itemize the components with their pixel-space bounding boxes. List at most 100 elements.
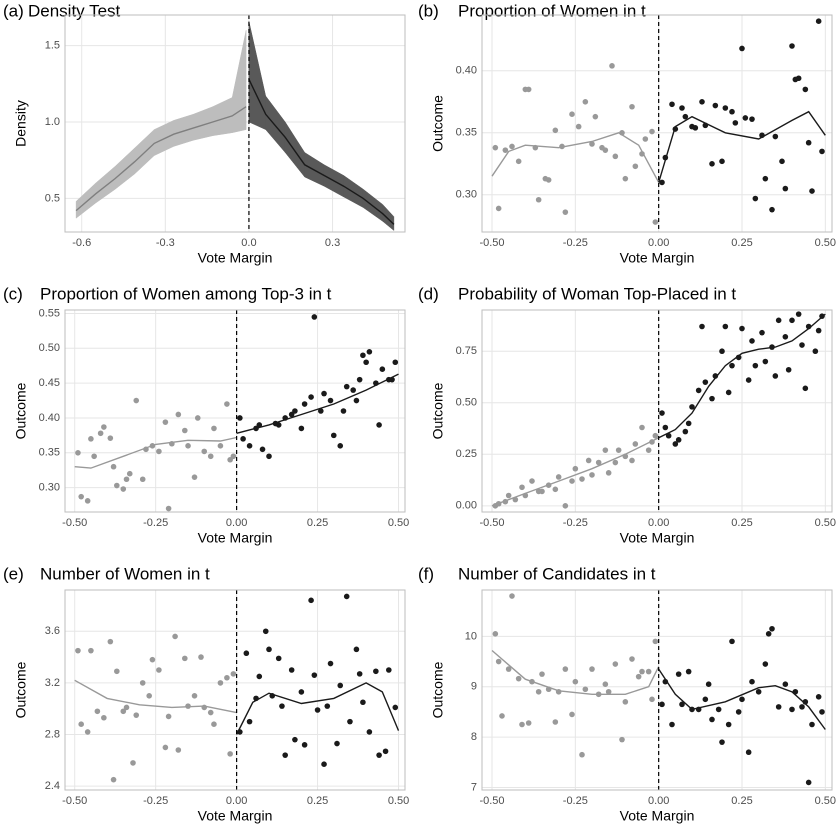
point <box>301 401 308 407</box>
point <box>649 128 655 135</box>
point <box>525 720 532 726</box>
point <box>562 503 569 509</box>
y-axis-title: Outcome <box>13 382 29 439</box>
point <box>602 681 609 688</box>
point <box>330 432 337 439</box>
x-tick-label: 0.50 <box>815 237 836 249</box>
point <box>652 219 659 225</box>
plot-border <box>64 589 406 791</box>
x-tick-label: 0.00 <box>226 517 247 529</box>
point <box>182 427 188 434</box>
point <box>539 488 545 495</box>
point <box>579 751 585 758</box>
fit-line <box>491 649 660 695</box>
point <box>114 668 120 675</box>
point <box>752 362 759 369</box>
plot-background <box>482 590 832 790</box>
point <box>279 703 285 709</box>
point <box>615 447 622 453</box>
point <box>353 646 360 653</box>
point <box>619 736 625 743</box>
panel-label: (d) <box>418 284 439 303</box>
y-tick-label: 0.00 <box>456 500 477 512</box>
point <box>149 656 156 663</box>
point <box>97 430 104 437</box>
point <box>492 144 499 151</box>
point <box>802 385 809 392</box>
panel-label: (f) <box>418 564 434 583</box>
point <box>133 712 140 718</box>
x-tick-label: -0.3 <box>156 237 175 249</box>
point <box>702 379 709 385</box>
point <box>755 688 762 695</box>
point <box>298 689 305 695</box>
point <box>256 673 263 680</box>
point <box>602 447 609 453</box>
point <box>729 638 735 645</box>
point <box>739 45 745 52</box>
point <box>739 325 745 332</box>
point <box>789 317 795 324</box>
point <box>162 419 169 425</box>
point <box>645 668 652 675</box>
y-tick-label: 2.4 <box>45 780 60 792</box>
point <box>324 703 331 709</box>
point <box>642 136 649 142</box>
point <box>769 206 775 213</box>
point <box>165 505 172 512</box>
x-axis-title: Vote Margin <box>620 530 695 546</box>
point <box>789 43 795 49</box>
point <box>649 696 655 703</box>
point <box>347 718 353 725</box>
plot-background <box>65 310 405 512</box>
point <box>360 699 366 706</box>
y-tick-label: 0.75 <box>456 345 477 357</box>
point <box>579 476 585 482</box>
point <box>240 436 246 442</box>
x-tick-label: -0.50 <box>62 517 87 529</box>
x-tick-label: 0.50 <box>815 795 836 807</box>
panel: (e) Number of Women in t -0.50 -0.25 0.00 0.2… <box>3 564 409 823</box>
point <box>622 175 629 182</box>
point <box>582 99 589 105</box>
panel-title: Number of Women in t <box>40 564 210 583</box>
x-tick-label: 0.00 <box>226 795 247 807</box>
point <box>819 709 825 715</box>
y-tick-label: 0.50 <box>456 397 477 409</box>
point <box>552 127 559 134</box>
x-tick-label: -0.25 <box>563 795 588 807</box>
point <box>182 655 188 662</box>
point <box>629 457 635 464</box>
y-tick-label: 10 <box>465 630 477 642</box>
x-axis-title: Vote Margin <box>198 250 273 266</box>
point <box>762 661 769 667</box>
y-tick-label: 9 <box>471 681 477 693</box>
point <box>156 448 162 455</box>
point <box>632 163 639 170</box>
point <box>712 102 719 109</box>
point <box>699 99 705 105</box>
point <box>779 158 785 165</box>
x-axis-title: Vote Margin <box>198 808 273 824</box>
point <box>775 317 782 324</box>
panel: (f) Number of Candidates in t -0.50 -0.25 0.… <box>418 564 836 823</box>
point <box>815 327 822 334</box>
point <box>692 125 699 131</box>
y-tick-label: 0.30 <box>456 189 477 201</box>
point <box>175 747 182 753</box>
point <box>535 688 542 695</box>
point <box>94 708 101 715</box>
point <box>156 667 162 673</box>
point <box>675 671 682 677</box>
point <box>337 682 344 689</box>
point <box>224 401 230 407</box>
x-tick-label: -0.25 <box>563 517 588 529</box>
y-tick-label: 0.35 <box>39 447 60 459</box>
point <box>366 348 373 355</box>
point <box>589 141 595 147</box>
point <box>569 478 575 484</box>
point <box>772 133 779 140</box>
point <box>612 661 619 667</box>
point <box>499 713 505 719</box>
point <box>246 718 253 725</box>
